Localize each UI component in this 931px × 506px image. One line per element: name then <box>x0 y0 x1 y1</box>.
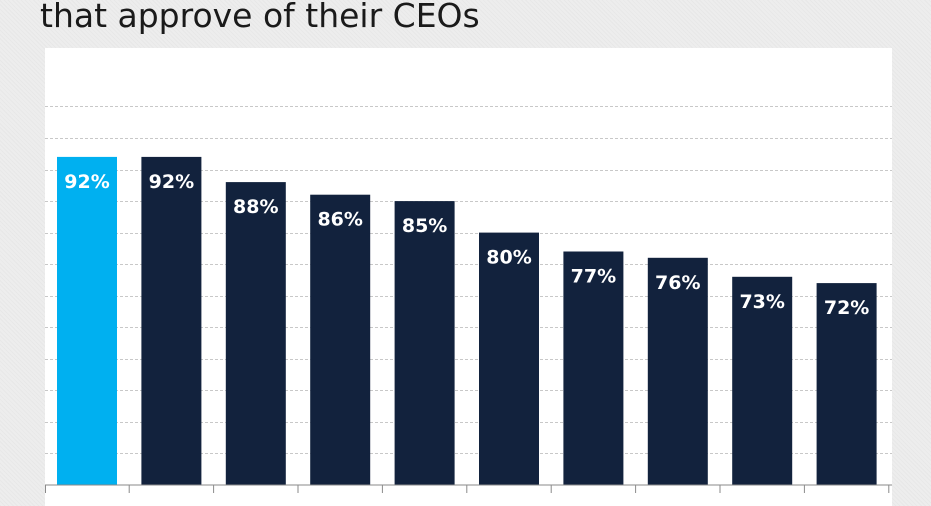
plot-area: 92% 92% 88% 86% 85% 80% 77% 76% 73% 72% <box>45 48 892 506</box>
bar-highlighted <box>57 156 117 485</box>
bar <box>479 232 539 485</box>
bar <box>563 251 624 485</box>
bar-value-label: 77% <box>571 266 616 288</box>
bar-value-label: 76% <box>655 272 700 294</box>
bar-chart: 92% 92% 88% 86% 85% 80% 77% 76% 73% 72% <box>45 106 892 493</box>
bar <box>225 182 286 485</box>
bar <box>141 156 202 485</box>
bar <box>394 201 455 485</box>
bar-value-label: 72% <box>824 297 869 319</box>
bar <box>310 194 371 485</box>
bar-value-label: 92% <box>64 171 109 193</box>
bar <box>647 257 708 485</box>
bar-value-label: 86% <box>317 209 362 231</box>
chart-title: that approve of their CEOs <box>40 0 480 35</box>
data-labels: 92% 92% 88% 86% 85% 80% 77% 76% 73% 72% <box>64 171 869 319</box>
bars <box>57 156 877 485</box>
bar-value-label: 88% <box>233 196 278 218</box>
x-axis-ticks <box>45 485 890 493</box>
bar-value-label: 80% <box>486 247 531 269</box>
bar-value-label: 73% <box>739 291 784 313</box>
bar <box>816 283 877 485</box>
bar-value-label: 85% <box>402 215 447 237</box>
bar <box>732 276 793 485</box>
bar-value-label: 92% <box>149 171 194 193</box>
